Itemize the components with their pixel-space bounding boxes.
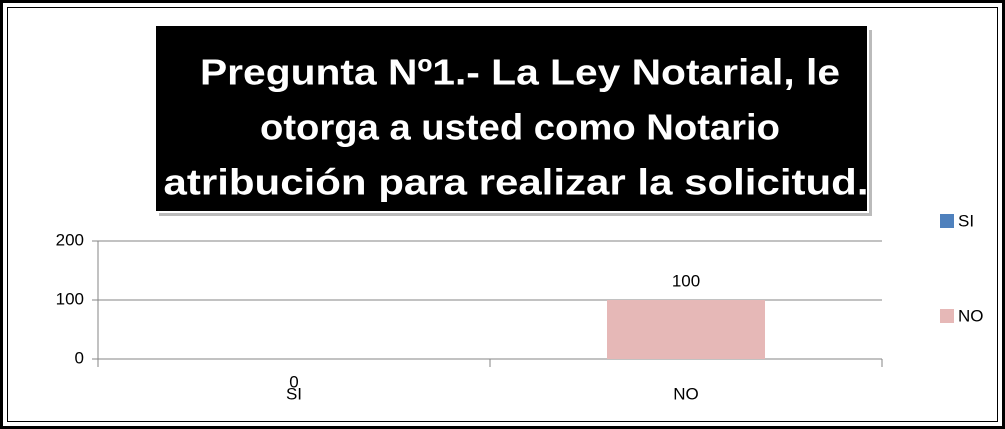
y-tick-label: 100: [56, 289, 84, 308]
y-tick-label: 200: [56, 230, 84, 249]
chart-title: otorga a usted como Notario: [260, 107, 780, 148]
legend-label: NO: [958, 306, 984, 325]
data-label: 0: [289, 372, 298, 391]
x-tick-label: SI: [286, 384, 302, 403]
data-label: 100: [672, 271, 700, 290]
inner-border: [7, 7, 998, 422]
legend-swatch: [940, 309, 954, 323]
bar: [607, 300, 765, 359]
legend-swatch: [940, 214, 954, 228]
y-tick-label: 0: [75, 348, 84, 367]
chart-title: Pregunta Nº1.- La Ley Notarial, le: [200, 52, 840, 93]
title-box: [154, 24, 869, 213]
legend-label: SI: [958, 211, 974, 230]
x-tick-label: NO: [673, 384, 699, 403]
chart-title: atribución para realizar la solicitud.: [164, 162, 869, 203]
